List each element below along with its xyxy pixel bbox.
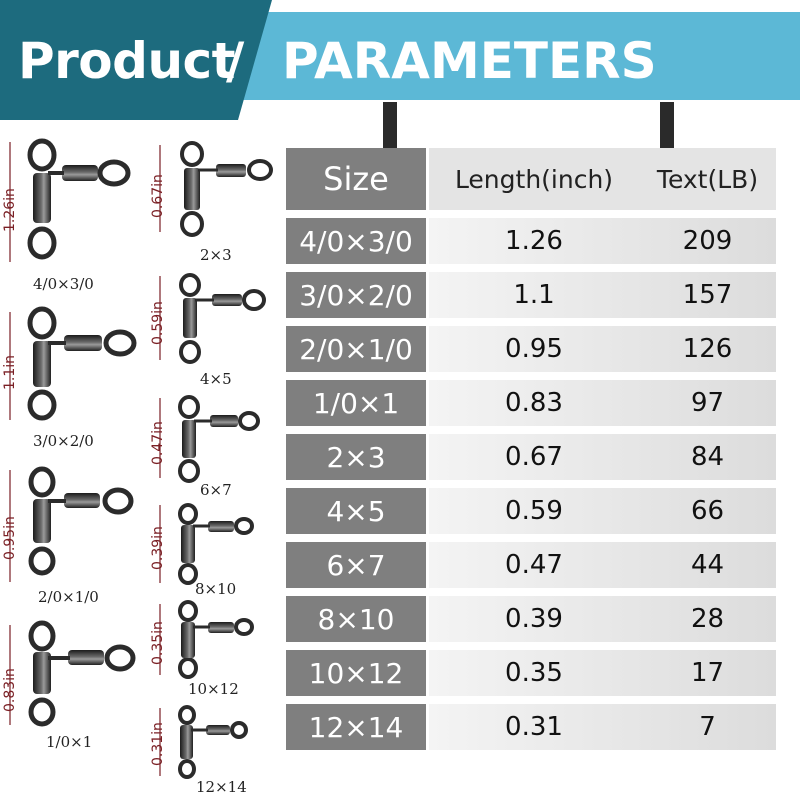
row-length: 0.39 bbox=[505, 604, 563, 634]
hanging-strap-left bbox=[383, 102, 397, 150]
header-length: Length(inch) bbox=[454, 164, 614, 194]
banner-title-product: Product bbox=[18, 32, 236, 90]
row-size: 2/0×1/0 bbox=[286, 326, 426, 372]
swivel-caption: 3/0×2/0 bbox=[33, 432, 94, 450]
swivel-caption: 1/0×1 bbox=[46, 733, 93, 751]
table-row: 1/0×1 0.83 97 bbox=[286, 380, 776, 426]
row-size: 8×10 bbox=[286, 596, 426, 642]
row-length: 0.47 bbox=[505, 550, 563, 580]
swivel-image bbox=[172, 272, 267, 367]
swivel-image bbox=[20, 465, 135, 580]
swivel-image bbox=[18, 135, 133, 265]
row-size: 4×5 bbox=[286, 488, 426, 534]
swivel-image bbox=[18, 305, 138, 425]
banner-background bbox=[0, 0, 800, 120]
header-size: Size bbox=[286, 148, 426, 210]
table-row: 4×5 0.59 66 bbox=[286, 488, 776, 534]
row-size: 12×14 bbox=[286, 704, 426, 750]
swivel-caption: 10×12 bbox=[188, 680, 239, 698]
row-lb: 44 bbox=[690, 550, 725, 580]
row-size: 1/0×1 bbox=[286, 380, 426, 426]
table-row: 2×3 0.67 84 bbox=[286, 434, 776, 480]
swivel-caption: 2/0×1/0 bbox=[38, 588, 99, 606]
row-lb: 66 bbox=[690, 496, 725, 526]
table-row: 2/0×1/0 0.95 126 bbox=[286, 326, 776, 372]
row-length: 1.26 bbox=[505, 226, 563, 256]
row-size: 2×3 bbox=[286, 434, 426, 480]
swivel-image bbox=[172, 140, 274, 240]
hanging-strap-right bbox=[660, 102, 674, 150]
banner-title-parameters: PARAMETERS bbox=[282, 32, 657, 90]
swivel-image bbox=[172, 502, 257, 587]
swivel-image bbox=[172, 705, 252, 780]
swivel-caption: 4/0×3/0 bbox=[33, 275, 94, 293]
swivel-caption: 4×5 bbox=[200, 370, 232, 388]
table-row: 12×14 0.31 7 bbox=[286, 704, 776, 750]
row-length: 0.83 bbox=[505, 388, 563, 418]
row-size: 3/0×2/0 bbox=[286, 272, 426, 318]
row-size: 6×7 bbox=[286, 542, 426, 588]
table-row: 6×7 0.47 44 bbox=[286, 542, 776, 588]
row-lb: 17 bbox=[690, 658, 725, 688]
header-test: Text(LB) bbox=[656, 164, 759, 194]
table-row: 10×12 0.35 17 bbox=[286, 650, 776, 696]
swivel-image bbox=[172, 395, 262, 485]
row-length: 0.59 bbox=[505, 496, 563, 526]
row-lb: 126 bbox=[682, 334, 733, 364]
row-length: 0.31 bbox=[505, 712, 563, 742]
table-row: 3/0×2/0 1.1 157 bbox=[286, 272, 776, 318]
row-size: 4/0×3/0 bbox=[286, 218, 426, 264]
swivel-caption: 6×7 bbox=[200, 481, 232, 499]
row-length: 0.35 bbox=[505, 658, 563, 688]
row-length: 0.95 bbox=[505, 334, 563, 364]
swivel-image bbox=[172, 600, 257, 680]
row-size: 10×12 bbox=[286, 650, 426, 696]
row-lb: 157 bbox=[682, 280, 733, 310]
row-lb: 209 bbox=[682, 226, 733, 256]
swivel-caption: 2×3 bbox=[200, 246, 232, 264]
row-length: 0.67 bbox=[505, 442, 563, 472]
swivel-image bbox=[20, 620, 140, 730]
row-length: 1.1 bbox=[513, 280, 555, 310]
swivel-caption: 12×14 bbox=[196, 778, 247, 796]
banner-title-slash: / bbox=[226, 32, 244, 90]
row-lb: 7 bbox=[699, 712, 716, 742]
table-header-row: Size Length(inch) Text(LB) bbox=[286, 148, 776, 210]
row-lb: 84 bbox=[690, 442, 725, 472]
table-row: 8×10 0.39 28 bbox=[286, 596, 776, 642]
table-row: 4/0×3/0 1.26 209 bbox=[286, 218, 776, 264]
header-banner: Product / PARAMETERS bbox=[0, 0, 800, 120]
swivel-caption: 8×10 bbox=[195, 580, 237, 598]
row-lb: 97 bbox=[690, 388, 725, 418]
row-lb: 28 bbox=[690, 604, 725, 634]
